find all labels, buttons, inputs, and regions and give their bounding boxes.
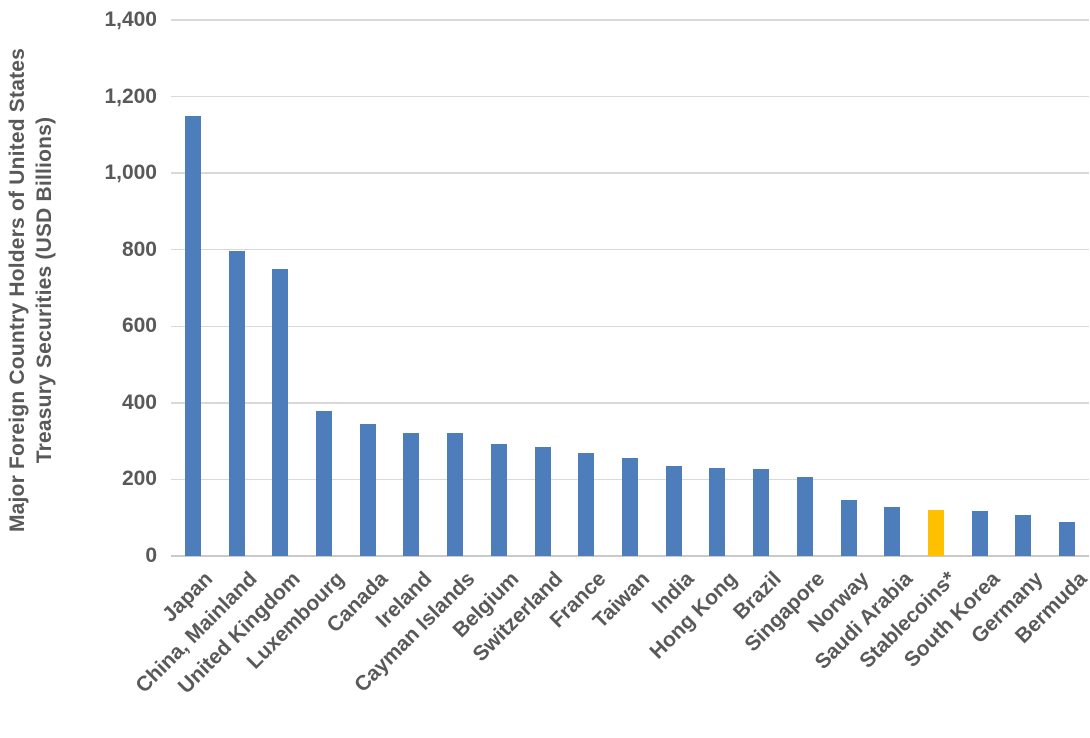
gridline-1400 bbox=[171, 19, 1089, 21]
bar-india bbox=[665, 466, 682, 556]
bar-canada bbox=[359, 424, 376, 556]
bar-france bbox=[578, 453, 595, 556]
gridline-1000 bbox=[171, 172, 1089, 174]
y-axis-title-line1: Major Foreign Country Holders of United … bbox=[6, 47, 29, 533]
bar-luxembourg bbox=[316, 411, 332, 556]
y-tick-1200: 1,200 bbox=[104, 84, 157, 108]
gridline-400 bbox=[171, 402, 1089, 404]
y-tick-200: 200 bbox=[121, 467, 157, 491]
y-tick-1000: 1,000 bbox=[104, 161, 157, 185]
bar-united-kingdom bbox=[272, 268, 289, 556]
y-tick-0: 0 bbox=[145, 544, 157, 567]
y-tick-600: 600 bbox=[121, 314, 157, 338]
y-axis-title: Major Foreign Country Holders of United … bbox=[4, 0, 60, 590]
bar-taiwan bbox=[622, 457, 638, 556]
bar-germany bbox=[1015, 515, 1032, 556]
bar-saudi-arabia bbox=[884, 506, 901, 556]
y-axis-title-line2: Treasury Securities (USD Billions) bbox=[33, 116, 56, 464]
gridline-1200 bbox=[171, 95, 1089, 98]
y-tick-400: 400 bbox=[121, 390, 157, 414]
bar-brazil bbox=[753, 469, 770, 556]
bar-stablecoins bbox=[928, 510, 944, 556]
bar-switzerland bbox=[534, 446, 551, 556]
bar-norway bbox=[840, 500, 857, 556]
bar-bermuda bbox=[1059, 522, 1076, 556]
x-axis-line bbox=[171, 555, 1089, 557]
bar-china-mainland bbox=[228, 250, 245, 556]
gridline-800 bbox=[171, 248, 1089, 251]
bar-singapore bbox=[796, 477, 813, 556]
bar-japan bbox=[184, 115, 201, 556]
bar-south-korea bbox=[971, 510, 988, 556]
gridline-600 bbox=[171, 325, 1089, 328]
bar-cayman-islands bbox=[447, 433, 464, 556]
bar-belgium bbox=[490, 443, 507, 556]
y-tick-1400: 1,400 bbox=[104, 8, 157, 31]
bar-ireland bbox=[403, 432, 420, 556]
bar-hong-kong bbox=[709, 467, 726, 556]
y-tick-800: 800 bbox=[121, 237, 157, 261]
